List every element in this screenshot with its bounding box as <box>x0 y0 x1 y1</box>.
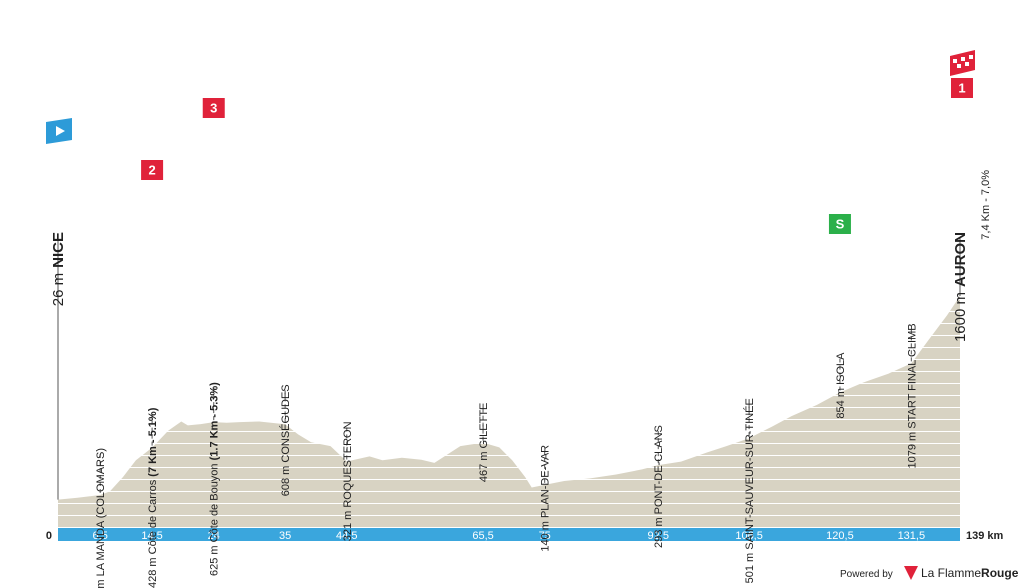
waypoint-name: 854 m ISOLA <box>835 352 847 419</box>
x-tick-label: 65,5 <box>472 530 493 542</box>
waypoint-name: 140 m PLAN-DE-VAR <box>540 445 552 552</box>
x-tick-label: 120,5 <box>826 530 854 542</box>
waypoint-name: 293 m PONT-DE-CLANS <box>653 425 665 548</box>
waypoint-label: 428 m Côte de Carros (7 Km - 5.1%) <box>147 407 159 588</box>
climb-badge-text: S <box>836 216 845 231</box>
x-tick-label: 14,5 <box>141 530 162 542</box>
climb-badge-text: 2 <box>148 162 155 177</box>
finish-badge-text: 1 <box>958 80 965 95</box>
finish-altitude: 1600 m <box>952 292 969 342</box>
brand-a: La Flamme <box>921 566 981 580</box>
finish-label: 1600 m AURON <box>952 232 969 342</box>
start-label: 26 m NICE <box>50 232 67 306</box>
brand-b: Rouge <box>981 566 1019 580</box>
start-icon <box>56 126 65 136</box>
finish-name: AURON <box>952 232 969 287</box>
climb-badge <box>828 214 851 234</box>
waypoint-name: 608 m CONSÉGUDES <box>279 384 292 496</box>
waypoint-name: 321 m ROQUESTERON <box>342 421 354 541</box>
waypoint-detail: (7 Km - 5.1%) <box>147 407 159 476</box>
waypoint-name: 625 m Côte de Bouyon <box>209 460 221 576</box>
climb-badge <box>202 98 225 118</box>
waypoint-name: 428 m Côte de Carros <box>147 477 159 588</box>
x-tick-label: 75 <box>539 530 551 542</box>
brand-logo <box>904 566 918 580</box>
waypoint-name: 1079 m START FINAL CLIMB <box>906 323 918 468</box>
climb-badge-text: 3 <box>210 100 217 115</box>
waypoint-label: 1079 m START FINAL CLIMB <box>906 323 918 468</box>
start-altitude: 26 m <box>50 273 67 306</box>
elevation-profile <box>58 296 960 528</box>
x-tick-label: 131,5 <box>898 530 926 542</box>
x-tick-label: 139 km <box>966 530 1004 542</box>
finish-detail: 7,4 Km - 7,0% <box>980 170 992 240</box>
x-tick-label: 106,5 <box>735 530 763 542</box>
waypoint-label: 293 m PONT-DE-CLANS <box>653 425 665 548</box>
brand: La FlammeRouge <box>921 566 1019 580</box>
waypoint-label: 467 m GILETTE <box>478 403 490 482</box>
x-tick-label: 44,5 <box>336 530 357 542</box>
waypoint-label: 501 m SAINT-SAUVEUR-SUR-TINÉE <box>743 398 756 583</box>
start-name: NICE <box>50 232 67 268</box>
powered-by: Powered by <box>840 569 893 580</box>
x-tick-label: 35 <box>279 530 291 542</box>
waypoint-name: 501 m SAINT-SAUVEUR-SUR-TINÉE <box>743 398 756 583</box>
waypoint-label: 608 m CONSÉGUDES <box>279 384 292 496</box>
waypoint-label: 625 m Côte de Bouyon (1.7 Km - 5.3%) <box>209 382 221 576</box>
finish-badge <box>951 78 973 98</box>
waypoint-label: 140 m PLAN-DE-VAR <box>540 445 552 552</box>
finish-flag <box>950 50 975 76</box>
waypoint-detail: (1.7 Km - 5.3%) <box>209 382 221 461</box>
waypoint-name: 62 m LA MANDA (COLOMARS) <box>95 448 107 588</box>
waypoint-name: 467 m GILETTE <box>478 403 490 482</box>
waypoint-label: 62 m LA MANDA (COLOMARS) <box>95 448 107 588</box>
waypoint-label: 854 m ISOLA <box>835 352 847 419</box>
x-tick-label: 92,5 <box>648 530 669 542</box>
waypoint-label: 321 m ROQUESTERON <box>342 421 354 541</box>
x-tick-label: 24 <box>208 530 220 542</box>
climb-badge <box>141 160 164 180</box>
x-tick-label: 6,5 <box>93 530 108 542</box>
x-tick-label: 0 <box>46 530 52 542</box>
km-bar <box>58 528 960 541</box>
